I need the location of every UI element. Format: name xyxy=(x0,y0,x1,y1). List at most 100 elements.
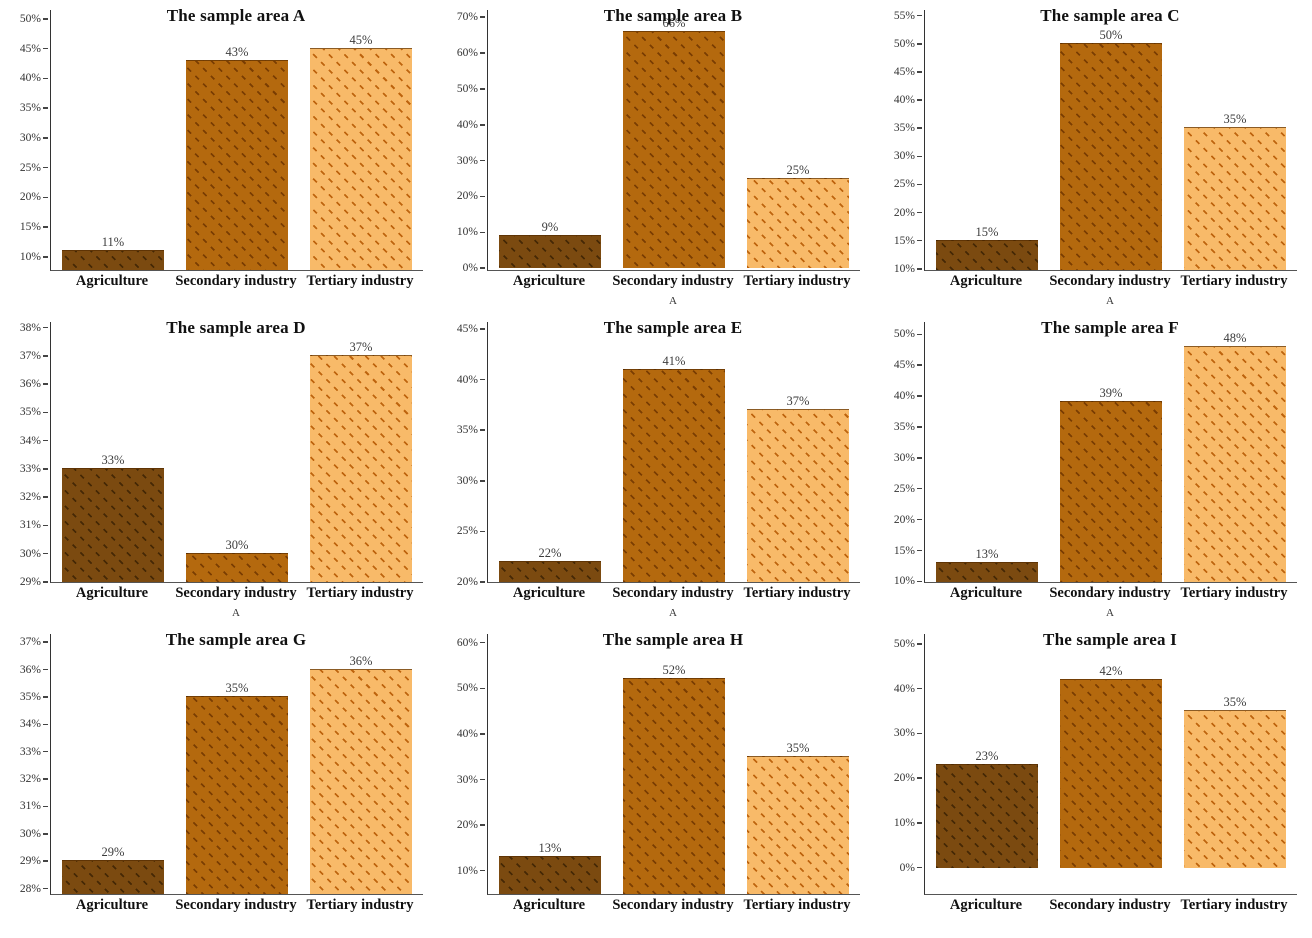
x-axis-sublabel: A xyxy=(669,607,677,619)
y-tick: 30% xyxy=(20,132,48,144)
bar-value-label: 43% xyxy=(225,44,249,59)
y-tick-mark xyxy=(480,641,485,644)
y-tick: 70% xyxy=(457,11,485,23)
bar-slot: 29% xyxy=(51,634,175,894)
y-tick-mark xyxy=(43,750,48,753)
y-tick-label: 30% xyxy=(456,474,478,487)
y-tick: 32% xyxy=(20,773,48,785)
y-tick: 30% xyxy=(457,155,485,167)
y-tick-label: 25% xyxy=(456,525,478,538)
y-tick-mark xyxy=(480,88,485,90)
y-tick-mark xyxy=(480,480,485,482)
bar-value-label: 45% xyxy=(349,32,373,47)
y-tick-mark xyxy=(917,155,922,158)
y-tick: 37% xyxy=(20,636,48,648)
y-tick-mark xyxy=(43,226,48,228)
y-tick-label: 34% xyxy=(19,718,41,731)
bar-slot: 43% xyxy=(175,10,299,270)
y-tick-mark xyxy=(917,426,922,428)
y-tick-mark xyxy=(43,496,48,498)
bar-tertiary-industry: 35% xyxy=(747,741,849,894)
plot-wrap: The sample area C 15% 50% 35% xyxy=(924,6,1297,271)
bar-secondary-industry: 66% xyxy=(623,16,725,269)
y-tick-label: 60% xyxy=(456,636,478,649)
x-category-label: Agriculture xyxy=(75,897,149,913)
y-tick: 40% xyxy=(20,72,48,84)
bar-value-label: 50% xyxy=(1099,27,1123,42)
y-tick-label: 45% xyxy=(893,65,915,78)
bar-value-label: 13% xyxy=(975,546,999,561)
plot-wrap: The sample area A 11% 43% 45% xyxy=(50,6,423,271)
bar-agriculture: 11% xyxy=(62,235,164,270)
y-tick-mark xyxy=(43,166,48,169)
x-axis-sublabel: A xyxy=(232,607,240,619)
y-tick-mark xyxy=(43,805,48,808)
bar-slot: 35% xyxy=(1173,10,1297,270)
x-category-label: Agriculture xyxy=(512,273,586,289)
y-tick-mark xyxy=(480,687,485,690)
plot-area: 22% 41% 37% xyxy=(487,322,860,583)
y-tick: 50% xyxy=(894,638,922,650)
bar-agriculture: 22% xyxy=(499,546,601,582)
bar-tertiary-industry: 45% xyxy=(310,33,412,270)
y-tick-label: 30% xyxy=(456,773,478,786)
y-tick: 10% xyxy=(457,865,485,877)
y-tick: 25% xyxy=(894,483,922,495)
y-tick: 45% xyxy=(894,66,922,78)
y-tick-label: 25% xyxy=(19,161,41,174)
y-tick: 29% xyxy=(20,576,48,588)
y-tick: 20% xyxy=(894,207,922,219)
y-tick: 40% xyxy=(894,683,922,695)
y-tick-mark xyxy=(43,47,48,50)
y-tick-label: 45% xyxy=(893,359,915,372)
bar-slot: 35% xyxy=(736,634,860,894)
y-tick: 50% xyxy=(894,328,922,340)
chart-title: The sample area H xyxy=(602,630,744,649)
y-tick: 40% xyxy=(457,374,485,386)
bar-slot: 39% xyxy=(1049,322,1173,582)
bar-slot: 33% xyxy=(51,322,175,582)
y-tick-mark xyxy=(917,71,922,73)
chart-title: The sample area I xyxy=(1043,630,1177,649)
y-tick-mark xyxy=(43,107,48,109)
y-tick-mark xyxy=(480,581,485,583)
y-tick-label: 30% xyxy=(893,150,915,163)
y-tick-label: 20% xyxy=(893,513,915,526)
y-tick-mark xyxy=(480,733,485,735)
y-tick: 50% xyxy=(20,13,48,25)
y-axis: 28% 29% 30% 31% 32% 33% 34% 35% 36% 37% xyxy=(0,634,48,895)
x-category-label: Agriculture xyxy=(949,897,1023,913)
y-tick: 10% xyxy=(457,226,485,238)
bar-slot: 9% xyxy=(488,10,612,270)
y-tick-mark xyxy=(480,195,485,198)
y-tick-label: 45% xyxy=(456,323,478,336)
y-tick: 25% xyxy=(457,525,485,537)
y-tick-mark xyxy=(43,468,48,470)
chart-title: The sample area C xyxy=(1040,6,1180,25)
bar-slot: 13% xyxy=(488,634,612,894)
y-tick: 20% xyxy=(894,772,922,784)
plot-wrap: The sample area B 9% 66% 25% xyxy=(487,6,860,271)
y-tick-mark xyxy=(43,778,48,780)
bar-tertiary-industry: 25% xyxy=(747,163,849,269)
y-tick: 45% xyxy=(20,43,48,55)
plot-wrap: The sample area H 13% 52% 35% xyxy=(487,630,860,895)
y-tick-mark xyxy=(917,487,922,490)
y-tick: 25% xyxy=(894,178,922,190)
bar-value-label: 11% xyxy=(101,234,125,249)
y-tick: 30% xyxy=(894,727,922,739)
x-category-label: Secondary industry xyxy=(612,585,734,601)
y-tick-label: 20% xyxy=(19,191,41,204)
bar-value-label: 52% xyxy=(662,663,686,678)
y-tick-label: 30% xyxy=(456,154,478,167)
y-tick-label: 33% xyxy=(19,745,41,758)
bar-secondary-industry: 52% xyxy=(623,663,725,894)
y-tick-mark xyxy=(43,256,48,258)
y-tick: 35% xyxy=(20,102,48,114)
y-tick-mark xyxy=(917,99,922,101)
y-tick-mark xyxy=(43,860,48,862)
y-axis: 10% 15% 20% 25% 30% 35% 40% 45% 50% xyxy=(0,10,48,270)
y-axis: 0% 10% 20% 30% 40% 50% xyxy=(874,634,922,894)
plot-wrap: The sample area G 29% 35% 36% xyxy=(50,630,423,895)
y-tick-label: 45% xyxy=(19,42,41,55)
